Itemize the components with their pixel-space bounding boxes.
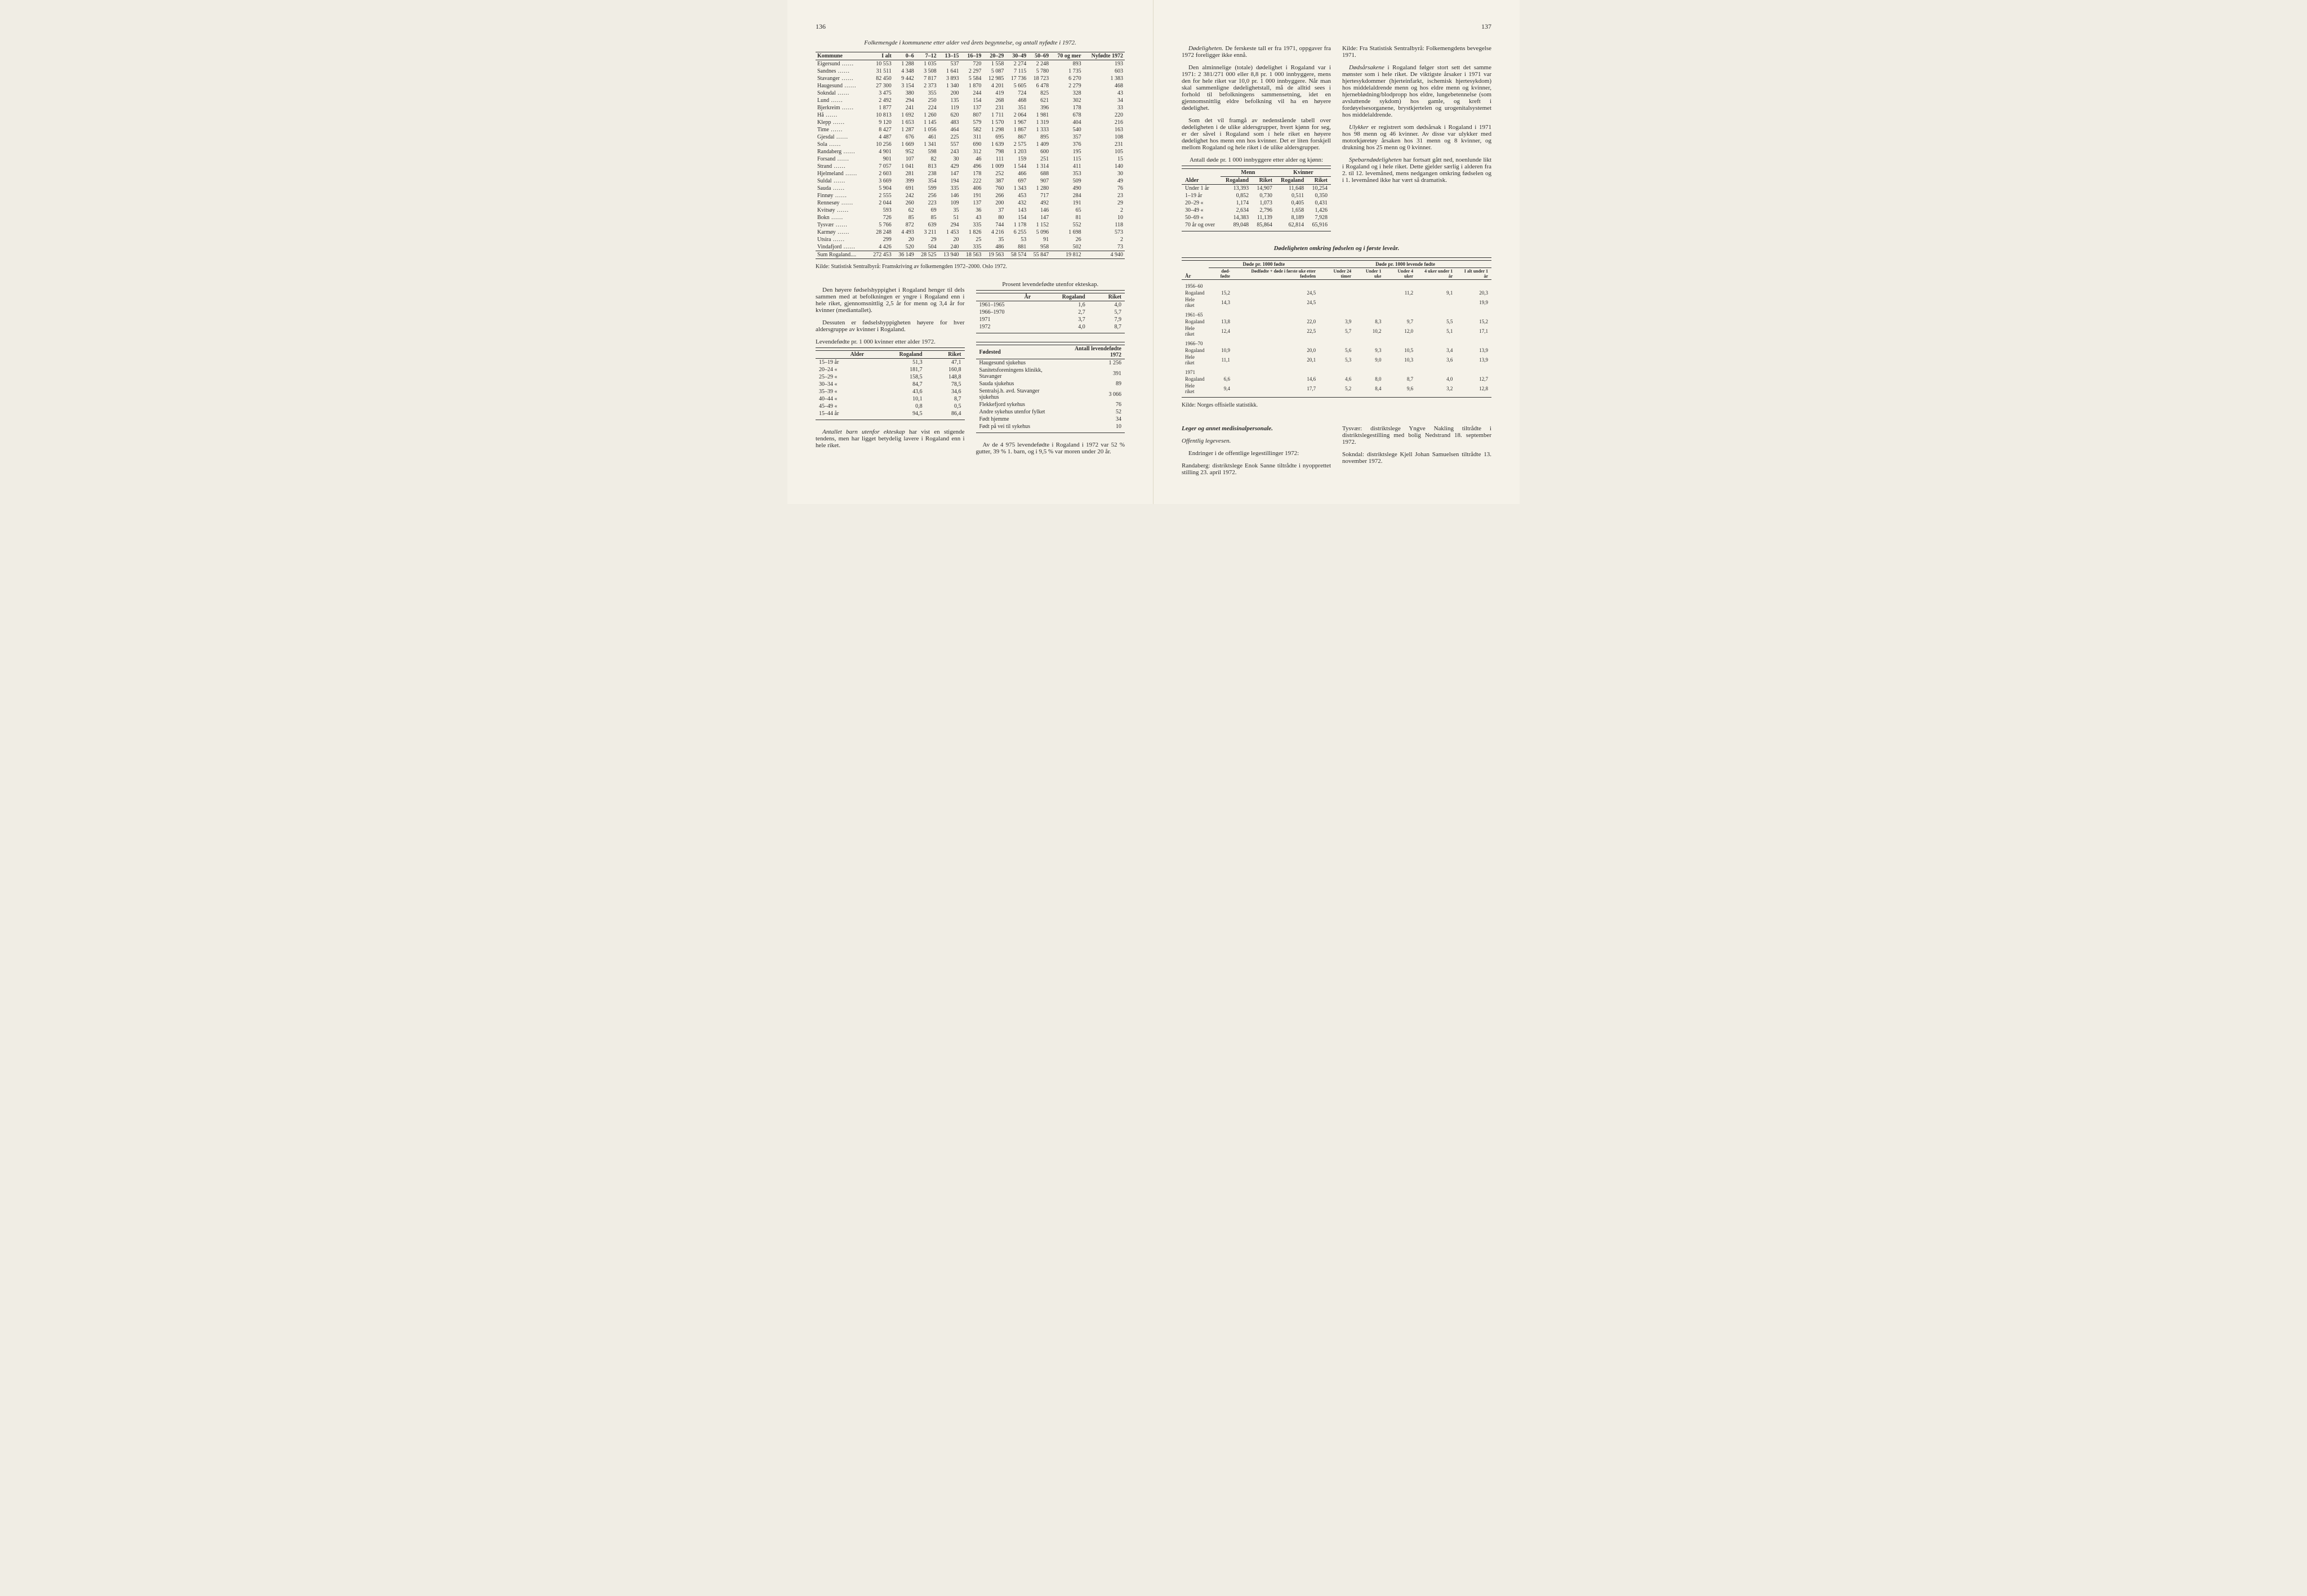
mortality-age-table: MennKvinner AlderRogalandRiketRogalandRi…	[1182, 168, 1331, 229]
paragraph: Av de 4 975 levendefødte i Rogaland i 19…	[976, 442, 1125, 455]
extramarital-table: ÅrRogalandRiket 1961–19651,64,01966–1970…	[976, 293, 1125, 331]
table1-title: Folkemengde i kommunene etter alder ved …	[816, 39, 1125, 46]
birthplace-table: FødestedAntall levendefødte 1972 Haugesu…	[976, 345, 1125, 430]
table2-title: Prosent levendefødte utenfor ekteskap.	[976, 281, 1125, 288]
page-number: 137	[1481, 23, 1491, 31]
appointment: Tysvær: distriktslege Yngve Nakling tilt…	[1342, 425, 1491, 445]
appointment: Randaberg: distriktslege Enok Sanne tilt…	[1182, 462, 1331, 476]
paragraph: Dessuten er fødselshyppigheten høyere fo…	[816, 319, 965, 333]
page-number: 136	[816, 23, 826, 31]
right-page: 137 Dødeligheten. De ferskeste tall er f…	[1154, 0, 1520, 504]
paragraph: Antallet barn utenfor ekteskap	[822, 429, 905, 435]
left-page: 136 Folkemengde i kommunene etter alder …	[787, 0, 1154, 504]
births-age-table: AlderRogalandRiket 15–19 år51,347,120–24…	[816, 350, 965, 417]
appointment: Sokndal: distriktslege Kjell Johan Samue…	[1342, 451, 1491, 465]
paragraph: Den høyere fødselshyppighet i Rogaland h…	[816, 287, 965, 314]
book-spread: 136 Folkemengde i kommunene etter alder …	[787, 0, 1520, 504]
table6-title: Dødeligheten omkring fødselen og i først…	[1182, 245, 1491, 252]
table1-source: Kilde: Statistisk Sentralbyrå: Framskriv…	[816, 264, 1125, 270]
table5-title: Antall døde pr. 1 000 innbyggere etter a…	[1182, 157, 1331, 163]
population-table: KommuneI alt0–67–1213–1516–1920–2930–495…	[816, 52, 1125, 259]
infant-mortality-table: År Døde pr. 1000 fødte Døde pr. 1000 lev…	[1182, 260, 1491, 395]
table3-title: Levendefødte pr. 1 000 kvinner etter ald…	[816, 338, 965, 345]
